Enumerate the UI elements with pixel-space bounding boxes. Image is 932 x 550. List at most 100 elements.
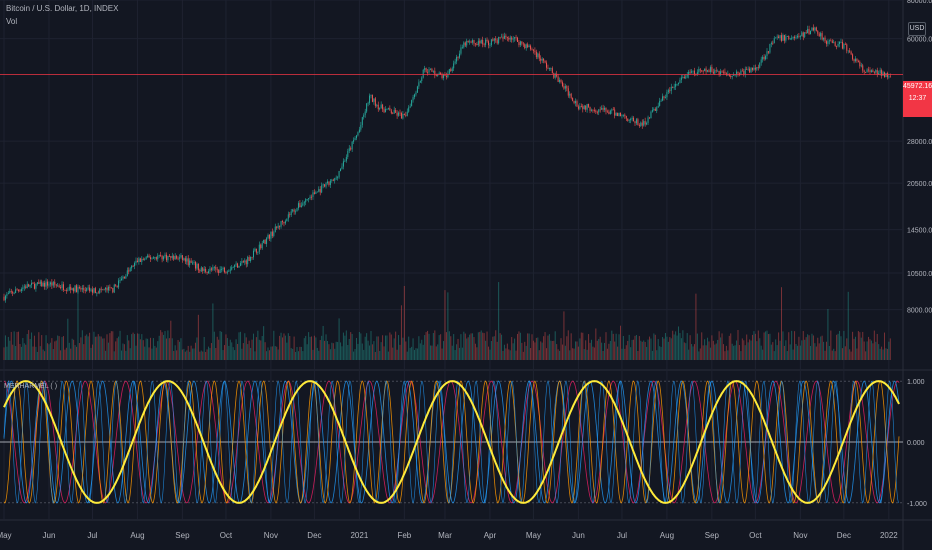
candle-body <box>470 41 472 43</box>
last-price-value: 45972.16 <box>903 83 932 90</box>
candle-body <box>541 58 543 61</box>
volume-bar <box>392 347 394 360</box>
volume-bar <box>164 331 166 360</box>
volume-bar <box>573 348 575 360</box>
candle-body <box>76 285 78 293</box>
candle-body <box>42 282 44 287</box>
candle-body <box>656 107 658 112</box>
volume-bar <box>810 345 812 360</box>
volume-bar <box>247 344 249 360</box>
volume-bar <box>656 350 658 360</box>
candle-body <box>340 168 342 171</box>
candle-body <box>546 62 548 68</box>
candle-body <box>801 32 803 37</box>
volume-bar <box>342 332 344 360</box>
volume-bar <box>87 336 89 360</box>
volume-bar <box>435 346 437 360</box>
volume-bar <box>283 333 285 360</box>
candle-body <box>557 76 559 82</box>
volume-bar <box>878 344 880 360</box>
volume-bar <box>524 341 526 360</box>
volume-bar <box>209 348 211 360</box>
candle-body <box>286 218 288 222</box>
volume-bar <box>112 331 114 360</box>
candle-body <box>641 122 643 126</box>
candle-body <box>527 44 529 48</box>
volume-bar <box>377 336 379 360</box>
candle-body <box>749 68 751 73</box>
volume-bar <box>202 351 204 360</box>
volume-bar <box>279 335 281 360</box>
candle-body <box>567 88 569 96</box>
symbol-title[interactable]: Bitcoin / U.S. Dollar, 1D, INDEX <box>6 4 119 13</box>
volume-bar <box>841 348 843 360</box>
volume-bar <box>367 340 369 360</box>
volume-bar <box>820 336 822 360</box>
candle-body <box>9 291 11 294</box>
volume-bar <box>453 334 455 360</box>
volume-bar <box>328 344 330 360</box>
volume-bar <box>521 342 523 360</box>
candle-body <box>418 82 420 87</box>
volume-bar <box>747 342 749 360</box>
candle-body <box>759 62 761 68</box>
volume-bar <box>670 338 672 360</box>
candle-body <box>64 289 66 291</box>
candle-body <box>212 267 214 270</box>
volume-bar <box>400 305 402 360</box>
volume-bar <box>888 341 890 360</box>
volume-bar <box>695 293 697 360</box>
candle-body <box>854 58 856 62</box>
volume-bar <box>711 335 713 360</box>
volume-bar <box>780 287 783 360</box>
candle-body <box>740 70 742 75</box>
volume-bar <box>602 350 604 360</box>
volume-bar <box>548 334 550 360</box>
volume-bar <box>20 346 22 360</box>
volume-bar <box>170 320 172 360</box>
volume-bar <box>123 344 125 360</box>
candle-body <box>303 202 305 204</box>
volume-bar <box>576 341 578 360</box>
volume-bar <box>547 335 549 360</box>
candle-body <box>161 255 163 260</box>
volume-bar <box>862 331 864 360</box>
volume-bar <box>882 349 884 360</box>
candle-body <box>473 40 475 44</box>
volume-bar <box>482 332 484 360</box>
candle-body <box>33 283 35 289</box>
candle-body <box>537 53 539 58</box>
volume-bar <box>49 342 51 360</box>
candle-body <box>544 60 546 63</box>
candle-body <box>648 117 651 119</box>
currency-button[interactable]: USD <box>908 22 926 36</box>
candle-body <box>160 255 162 256</box>
volume-bar <box>234 350 236 360</box>
volume-bar <box>553 340 555 360</box>
candle-body <box>841 41 843 49</box>
oscillator-tick-label: -1.000 <box>907 501 927 508</box>
candle-body <box>268 235 270 239</box>
volume-bar <box>228 345 230 360</box>
oscillator-tick-label: 0.000 <box>907 440 925 447</box>
volume-bar <box>843 330 845 360</box>
volume-label[interactable]: Vol <box>6 17 18 26</box>
volume-bar <box>3 347 5 360</box>
volume-bar <box>792 349 794 360</box>
indicator-label[interactable]: MERHARMEL ( ) <box>4 383 58 390</box>
candle-body <box>266 238 268 244</box>
volume-bar <box>332 343 334 360</box>
volume-bar <box>627 340 629 360</box>
volume-bar <box>83 344 85 360</box>
candle-body <box>640 122 642 127</box>
candle-body <box>820 33 822 37</box>
candle-body <box>371 95 373 102</box>
volume-bar <box>25 344 27 360</box>
candle-body <box>351 141 353 150</box>
candle-body <box>248 257 250 262</box>
candle-body <box>309 196 311 199</box>
candle-body <box>23 286 25 288</box>
volume-bar <box>415 348 417 360</box>
candle-body <box>360 124 362 130</box>
candle-body <box>250 256 252 262</box>
